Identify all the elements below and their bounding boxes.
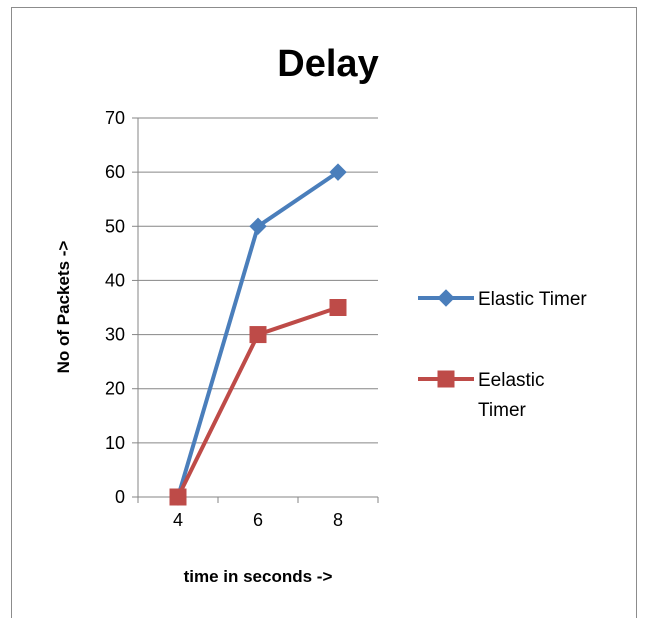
data-point [329, 163, 347, 181]
y-tick-label: 10 [105, 433, 125, 453]
legend: Elastic Timer Eelastic Timer [418, 289, 587, 421]
legend-label: Eelastic [478, 370, 545, 391]
series-group [169, 163, 347, 506]
legend-marker [437, 289, 455, 307]
x-tick-label: 4 [173, 510, 183, 530]
series-1 [169, 299, 347, 506]
y-tick-label: 50 [105, 216, 125, 236]
x-tick-labels: 4 6 8 [173, 510, 343, 530]
gridlines [138, 117, 378, 444]
y-tick-label: 0 [115, 487, 125, 507]
x-axis-label: time in seconds -> [184, 567, 333, 586]
x-tick-label: 8 [333, 510, 343, 530]
data-point [329, 299, 347, 316]
legend-label: Timer [478, 400, 527, 421]
y-tick-labels: 0 10 20 30 40 50 60 70 [105, 108, 125, 507]
y-tick-label: 60 [105, 162, 125, 182]
y-tick-label: 70 [105, 108, 125, 128]
data-point [169, 488, 187, 506]
legend-marker [437, 370, 455, 388]
legend-item: Eelastic Timer [418, 370, 545, 421]
x-tick-label: 6 [253, 510, 263, 530]
chart-title: Delay [277, 43, 378, 85]
y-axis-label: No of Packets -> [54, 241, 73, 374]
data-point [249, 326, 267, 344]
y-tick-label: 40 [105, 270, 125, 290]
y-tick-label: 30 [105, 325, 125, 345]
legend-label: Elastic Timer [478, 289, 587, 310]
legend-item: Elastic Timer [418, 289, 587, 310]
data-point [249, 217, 267, 235]
y-tick-label: 20 [105, 379, 125, 399]
